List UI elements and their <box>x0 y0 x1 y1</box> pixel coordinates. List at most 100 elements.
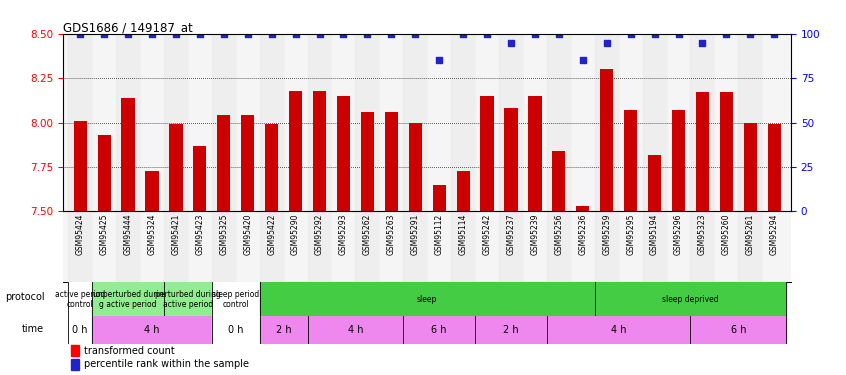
Bar <box>69 316 92 344</box>
Bar <box>643 211 667 282</box>
Bar <box>193 146 206 211</box>
Bar <box>360 112 374 212</box>
Bar <box>92 211 116 282</box>
Text: GSM95236: GSM95236 <box>579 213 587 255</box>
Bar <box>714 211 739 282</box>
Bar <box>475 316 547 344</box>
Bar <box>260 211 283 282</box>
Bar <box>409 123 422 211</box>
Bar <box>499 211 523 282</box>
Bar <box>451 211 475 282</box>
Bar <box>690 34 714 212</box>
Bar <box>714 34 739 212</box>
Bar <box>69 282 92 316</box>
Bar <box>762 211 786 282</box>
Bar <box>457 171 470 211</box>
Point <box>504 40 518 46</box>
Bar <box>744 123 757 211</box>
Bar <box>116 34 140 212</box>
Bar <box>140 211 164 282</box>
Point <box>624 31 637 37</box>
Bar <box>355 211 379 282</box>
Bar <box>624 110 637 212</box>
Point <box>313 31 327 37</box>
Bar <box>552 151 565 211</box>
Text: GSM95262: GSM95262 <box>363 213 372 255</box>
Bar <box>595 34 618 212</box>
Bar <box>643 34 667 212</box>
Text: GSM95325: GSM95325 <box>219 213 228 255</box>
Bar <box>739 211 762 282</box>
Bar <box>547 34 571 212</box>
Bar <box>475 34 499 212</box>
Point <box>97 31 111 37</box>
Bar <box>547 316 690 344</box>
Text: GSM95114: GSM95114 <box>459 213 468 255</box>
Bar <box>188 211 212 282</box>
Bar <box>71 345 80 356</box>
Bar <box>739 34 762 212</box>
Bar <box>385 112 398 212</box>
Bar <box>97 135 111 212</box>
Bar <box>571 211 595 282</box>
Text: 0 h: 0 h <box>228 325 244 335</box>
Bar <box>313 91 326 212</box>
Point <box>672 31 685 37</box>
Bar <box>618 34 643 212</box>
Text: 4 h: 4 h <box>145 325 160 335</box>
Bar <box>499 34 523 212</box>
Point <box>744 31 757 37</box>
Bar <box>260 316 308 344</box>
Bar <box>379 34 404 212</box>
Bar <box>146 171 158 211</box>
Bar <box>648 154 662 212</box>
Point <box>432 57 446 63</box>
Text: active period
control: active period control <box>55 290 106 309</box>
Bar <box>427 34 451 212</box>
Bar <box>547 211 571 282</box>
Bar <box>432 185 446 211</box>
Text: GSM95260: GSM95260 <box>722 213 731 255</box>
Text: unperturbed durin
g active period: unperturbed durin g active period <box>93 290 163 309</box>
Point <box>360 31 374 37</box>
Bar <box>690 316 786 344</box>
Text: sleep deprived: sleep deprived <box>662 295 719 304</box>
Bar <box>595 211 618 282</box>
Bar <box>332 34 355 212</box>
Point <box>481 31 494 37</box>
Bar <box>164 282 212 316</box>
Bar <box>355 34 379 212</box>
Text: GDS1686 / 149187_at: GDS1686 / 149187_at <box>63 21 193 34</box>
Text: perturbed during
active period: perturbed during active period <box>155 290 221 309</box>
Bar <box>404 316 475 344</box>
Text: transformed count: transformed count <box>84 345 174 355</box>
Bar <box>404 211 427 282</box>
Point <box>767 31 781 37</box>
Text: sleep period
control: sleep period control <box>212 290 260 309</box>
Bar <box>122 98 135 211</box>
Bar <box>69 34 92 212</box>
Point <box>695 40 709 46</box>
Bar <box>523 211 547 282</box>
Text: sleep: sleep <box>417 295 437 304</box>
Text: 6 h: 6 h <box>431 325 447 335</box>
Text: GSM95420: GSM95420 <box>244 213 252 255</box>
Text: GSM95423: GSM95423 <box>195 213 205 255</box>
Text: GSM95444: GSM95444 <box>124 213 133 255</box>
Text: 6 h: 6 h <box>731 325 746 335</box>
Bar <box>140 34 164 212</box>
Bar <box>69 211 92 282</box>
Bar <box>92 282 164 316</box>
Bar <box>74 121 87 211</box>
Bar <box>762 34 786 212</box>
Bar <box>212 316 260 344</box>
Text: GSM95292: GSM95292 <box>315 213 324 255</box>
Bar <box>571 34 595 212</box>
Bar <box>576 206 590 212</box>
Point <box>288 31 302 37</box>
Bar <box>71 359 80 370</box>
Text: percentile rank within the sample: percentile rank within the sample <box>84 359 249 369</box>
Text: 2 h: 2 h <box>276 325 291 335</box>
Bar <box>308 211 332 282</box>
Text: GSM95237: GSM95237 <box>507 213 515 255</box>
